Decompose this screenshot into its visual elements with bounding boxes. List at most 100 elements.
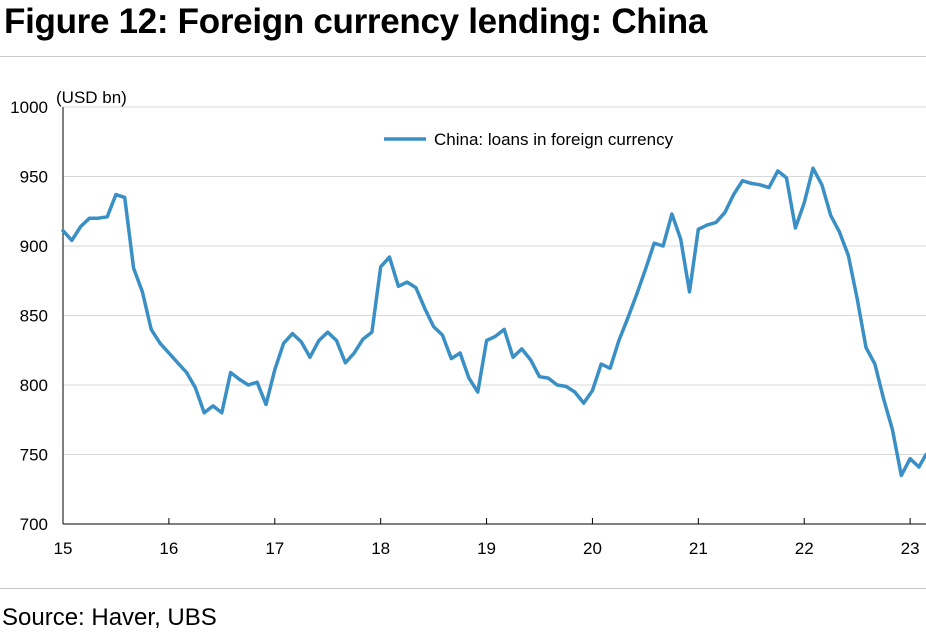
data-point: [494, 335, 497, 338]
data-point: [335, 339, 338, 342]
data-point: [758, 183, 762, 186]
data-point: [556, 383, 559, 387]
y-axis-unit-label: (USD bn): [56, 88, 127, 107]
data-point: [697, 228, 700, 231]
data-point: [723, 211, 726, 214]
data-point: [741, 179, 744, 182]
data-point: [317, 339, 321, 342]
data-point: [450, 357, 453, 360]
data-point: [547, 376, 550, 380]
data-point: [529, 358, 532, 362]
data-point: [264, 403, 268, 406]
source-note: Source: Haver, UBS: [2, 604, 217, 631]
data-point: [370, 331, 374, 334]
data-point: [423, 307, 426, 310]
data-point: [467, 376, 471, 380]
series-layer: [61, 166, 926, 478]
data-point: [679, 237, 682, 241]
x-tick-label: 17: [265, 539, 284, 558]
data-point: [238, 378, 241, 381]
data-point: [361, 337, 365, 341]
data-point: [503, 328, 506, 331]
data-point: [705, 223, 709, 227]
data-point: [838, 230, 841, 234]
data-point: [176, 361, 179, 364]
legend: China: loans in foreign currency: [384, 130, 674, 149]
data-point: [379, 265, 382, 268]
data-point: [820, 183, 824, 186]
data-point: [132, 267, 135, 270]
data-point: [670, 212, 674, 216]
data-point: [635, 293, 638, 296]
data-point: [273, 368, 276, 371]
data-point: [644, 268, 647, 271]
data-point: [308, 356, 312, 359]
data-point: [873, 362, 877, 366]
data-point: [847, 254, 850, 257]
data-point: [803, 201, 806, 205]
data-point: [300, 340, 303, 344]
data-point: [158, 342, 162, 345]
data-point: [353, 351, 356, 355]
data-point: [458, 351, 462, 355]
data-point: [864, 346, 868, 349]
data-point: [661, 244, 665, 248]
data-point: [917, 465, 921, 469]
data-point: [564, 385, 568, 388]
data-point: [106, 215, 109, 218]
x-axis: 15 16 17 18 19 20 21 22 23: [54, 107, 926, 558]
y-tick-label: 850: [20, 307, 48, 326]
x-tick-label: 20: [583, 539, 602, 558]
data-point: [520, 347, 523, 351]
data-point: [688, 290, 691, 294]
data-point: [211, 404, 215, 408]
data-point: [326, 331, 329, 334]
x-tick-label: 21: [689, 539, 708, 558]
data-point: [732, 193, 735, 196]
data-point: [600, 362, 603, 366]
data-point: [538, 375, 541, 378]
data-point: [573, 390, 576, 394]
y-tick-label: 800: [20, 376, 48, 395]
data-point: [776, 169, 779, 173]
data-point: [767, 186, 771, 189]
x-tick-label: 19: [477, 539, 496, 558]
data-point: [829, 214, 832, 217]
data-point: [511, 356, 515, 359]
data-point: [229, 371, 232, 374]
data-point: [617, 339, 621, 342]
data-point: [908, 457, 912, 460]
data-point: [70, 239, 74, 242]
data-point: [414, 286, 418, 289]
data-point: [811, 167, 815, 170]
data-point: [714, 221, 718, 224]
data-point: [582, 401, 585, 405]
data-point: [255, 381, 259, 384]
data-point: [653, 242, 656, 245]
data-point: [114, 193, 118, 196]
data-point: [291, 332, 294, 335]
x-tick-label: 16: [159, 539, 178, 558]
data-point: [750, 182, 753, 185]
data-point: [591, 389, 594, 392]
data-point: [608, 367, 612, 370]
data-point: [194, 386, 197, 389]
bottom-rule: [0, 588, 926, 589]
data-point: [141, 290, 144, 294]
data-point: [88, 217, 91, 220]
data-point: [397, 285, 400, 288]
gridlines: [63, 106, 926, 455]
chart-title: Figure 12: Foreign currency lending: Chi…: [4, 2, 708, 41]
y-axis-ticks: 700 750 800 850 900 950 1000: [10, 98, 48, 534]
y-tick-label: 700: [20, 515, 48, 534]
data-point: [79, 225, 82, 228]
data-point: [167, 351, 171, 355]
data-point: [441, 333, 444, 337]
x-tick-label: 23: [901, 539, 920, 558]
data-point: [900, 474, 903, 477]
legend-label: China: loans in foreign currency: [434, 130, 674, 149]
data-point: [432, 325, 435, 328]
data-point: [150, 328, 153, 331]
data-point: [282, 342, 285, 345]
x-tick-label: 18: [371, 539, 390, 558]
